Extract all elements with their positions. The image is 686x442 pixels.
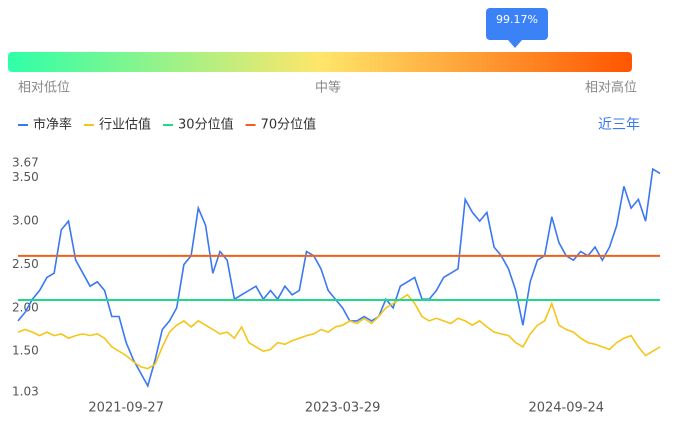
- x-tick-label: 2024-09-24: [528, 401, 604, 416]
- scale-mid: 中等: [315, 80, 341, 96]
- legend-label: 70分位值: [261, 117, 317, 133]
- range-button[interactable]: 近三年: [598, 117, 640, 133]
- series-line: [17, 167, 661, 388]
- x-tick-label: 2023-03-29: [305, 401, 381, 416]
- scale-low: 相对低位: [18, 81, 70, 96]
- y-tick-label: 1.50: [12, 344, 39, 358]
- series-line: [17, 293, 661, 370]
- y-tick-label: 2.50: [12, 257, 39, 271]
- legend-label: 行业估值: [99, 117, 151, 133]
- scale-high: 相对高位: [585, 80, 637, 96]
- y-tick-label: 3.00: [12, 214, 39, 228]
- legend-label: 30分位值: [178, 117, 234, 133]
- tooltip-label: 99.17%: [496, 13, 538, 26]
- tooltip: [486, 8, 548, 40]
- y-tick-label: 1.03: [12, 385, 39, 399]
- y-tick-label: 2.00: [12, 300, 39, 314]
- x-tick-label: 2021-09-27: [88, 401, 164, 416]
- y-tick-label: 3.67: [12, 156, 39, 170]
- gradient-bar: [8, 52, 632, 72]
- y-tick-label: 3.50: [12, 170, 39, 184]
- tooltip-arrow: [508, 40, 522, 48]
- legend-label: 市净率: [33, 117, 72, 133]
